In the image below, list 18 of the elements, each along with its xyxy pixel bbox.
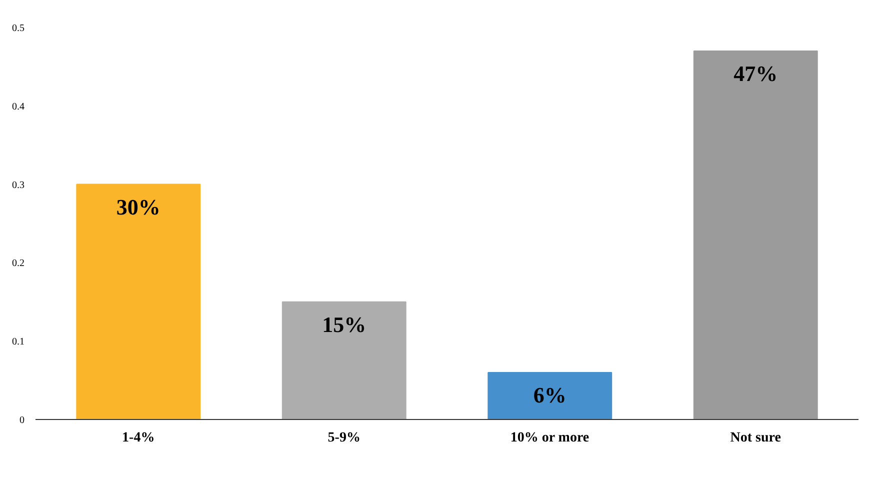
y-tick-label: 0 <box>20 415 24 426</box>
bar <box>693 50 818 420</box>
bar <box>488 372 612 420</box>
data-label: 30% <box>116 194 160 220</box>
y-tick-label: 0.5 <box>12 23 24 34</box>
data-label: 6% <box>533 382 566 408</box>
y-tick-label: 0.1 <box>12 336 24 348</box>
bar <box>282 301 406 420</box>
bar <box>76 184 201 420</box>
x-tick-label: 10% or more <box>510 430 590 446</box>
y-tick-label: 0.4 <box>12 101 24 112</box>
x-tick-label: 5-9% <box>328 430 360 446</box>
data-label: 47% <box>734 61 778 86</box>
data-label: 15% <box>322 312 366 337</box>
x-tick-label: Not sure <box>730 430 781 446</box>
x-tick-label: 1-4% <box>122 430 155 446</box>
y-tick-label: 0.2 <box>12 258 24 270</box>
y-tick-label: 0.3 <box>12 180 24 191</box>
